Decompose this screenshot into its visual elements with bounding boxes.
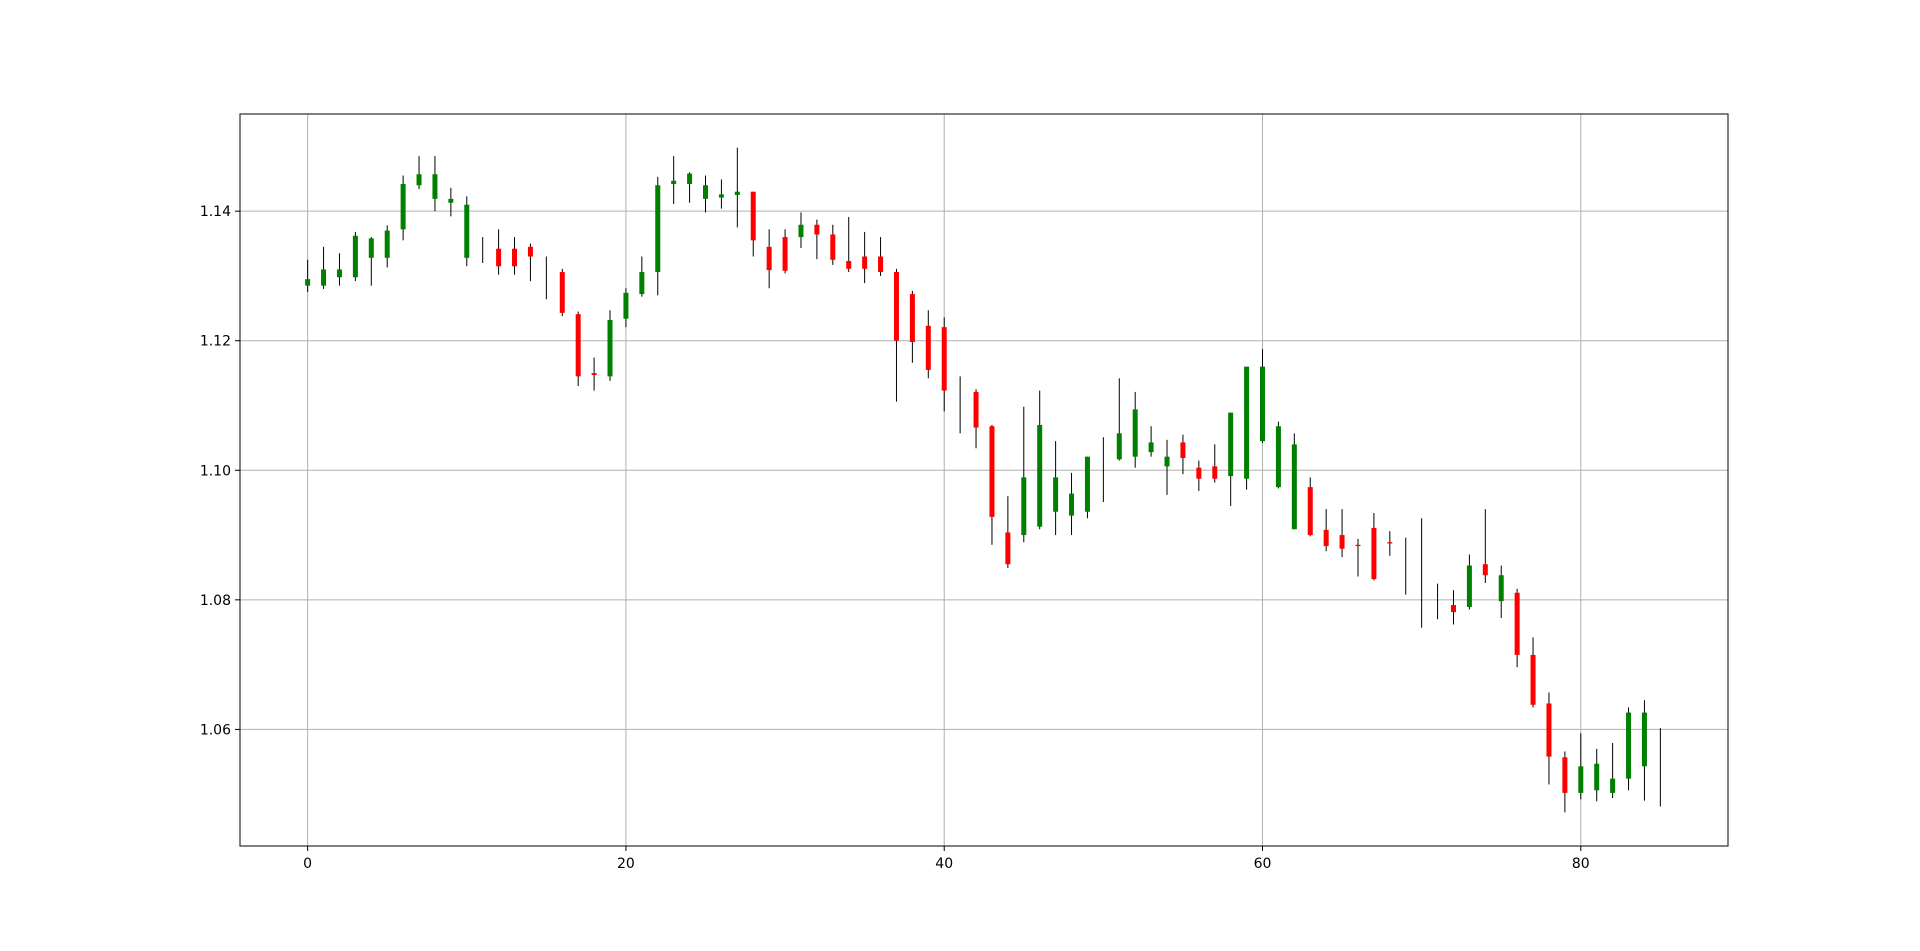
candle-body [400, 183, 406, 230]
candle-body [814, 224, 820, 235]
y-tick-label: 1.08 [200, 593, 231, 609]
candle-body [1355, 544, 1361, 547]
candle-body [734, 191, 740, 195]
candle-body [1594, 763, 1600, 791]
x-tick-label: 0 [303, 856, 312, 872]
candle-body [591, 373, 597, 376]
candle-body [702, 185, 708, 199]
candle-body [1069, 493, 1075, 516]
candle-body [1053, 477, 1059, 512]
candle-body [496, 248, 502, 267]
candle-body [384, 230, 390, 258]
candle-body [607, 319, 613, 377]
candle-body [527, 246, 533, 257]
candle-body [1005, 532, 1011, 565]
candle-body [1164, 456, 1170, 467]
candle-body [1307, 487, 1313, 536]
candle-body [909, 294, 915, 343]
candle-body [1196, 467, 1202, 479]
candle-body [1466, 565, 1472, 607]
y-tick-label: 1.10 [200, 463, 231, 479]
candle-body [1084, 456, 1090, 512]
candle-body [718, 194, 724, 198]
y-tick-label: 1.14 [200, 204, 231, 220]
candle-body [512, 248, 518, 267]
candle-body [862, 256, 868, 269]
candle-body [782, 237, 788, 271]
candle-body [1148, 442, 1154, 453]
candle-body [1530, 654, 1536, 705]
candle-body [1180, 442, 1186, 458]
candle-body [1450, 605, 1456, 613]
candle-body [1562, 757, 1568, 793]
candle-body [368, 238, 374, 258]
x-tick-label: 80 [1572, 856, 1590, 872]
candle-body [846, 261, 852, 269]
candle-body [321, 269, 327, 286]
candle-body [305, 279, 311, 286]
candle-body [1578, 766, 1584, 793]
candle-body [559, 272, 565, 313]
candle-body [639, 272, 645, 295]
y-tick-label: 1.12 [200, 334, 231, 350]
x-tick-label: 20 [617, 856, 635, 872]
candle-body [671, 180, 677, 184]
candle-body [750, 191, 756, 241]
candle-body [352, 235, 358, 278]
candle-body [448, 198, 454, 203]
candle-body [1228, 412, 1234, 477]
candle-body [925, 325, 931, 370]
y-tick-label: 1.06 [200, 722, 231, 738]
candle-body [989, 426, 995, 517]
candle-body [1641, 712, 1647, 767]
candle-body [1132, 409, 1138, 457]
candle-body [336, 269, 342, 278]
candle-body [1339, 535, 1345, 549]
candle-body [416, 174, 422, 186]
candle-body [1482, 564, 1488, 576]
x-tick-label: 40 [935, 856, 953, 872]
candle-body [623, 292, 629, 319]
candle-body [830, 234, 836, 260]
candle-body [1021, 477, 1027, 536]
candle-body [1546, 703, 1552, 757]
candle-body [1260, 366, 1266, 442]
candle-body [798, 224, 804, 238]
candle-body [893, 272, 899, 341]
candle-body [1037, 424, 1043, 527]
candle-body [973, 391, 979, 428]
candle-body [432, 174, 438, 199]
candle-body [766, 246, 772, 271]
plot-frame [239, 113, 1729, 847]
candle-body [464, 204, 470, 258]
x-tick-label: 60 [1254, 856, 1272, 872]
candle-body [1116, 433, 1122, 460]
candle-body [1514, 592, 1520, 655]
candle-body [878, 256, 884, 273]
candle-body [1610, 778, 1616, 793]
candle-body [1275, 426, 1281, 488]
candle-body [1371, 527, 1377, 580]
candle-body [1244, 366, 1250, 479]
candle-body [687, 173, 693, 184]
candle-body [575, 314, 581, 377]
candle-body [1498, 575, 1504, 602]
candle-body [1387, 542, 1393, 544]
candle-body [1291, 444, 1297, 530]
candle-body [1212, 466, 1218, 479]
candle-body [655, 185, 661, 273]
candle-body [1323, 529, 1329, 547]
candle-body [1626, 712, 1632, 779]
candle-body [941, 327, 947, 391]
